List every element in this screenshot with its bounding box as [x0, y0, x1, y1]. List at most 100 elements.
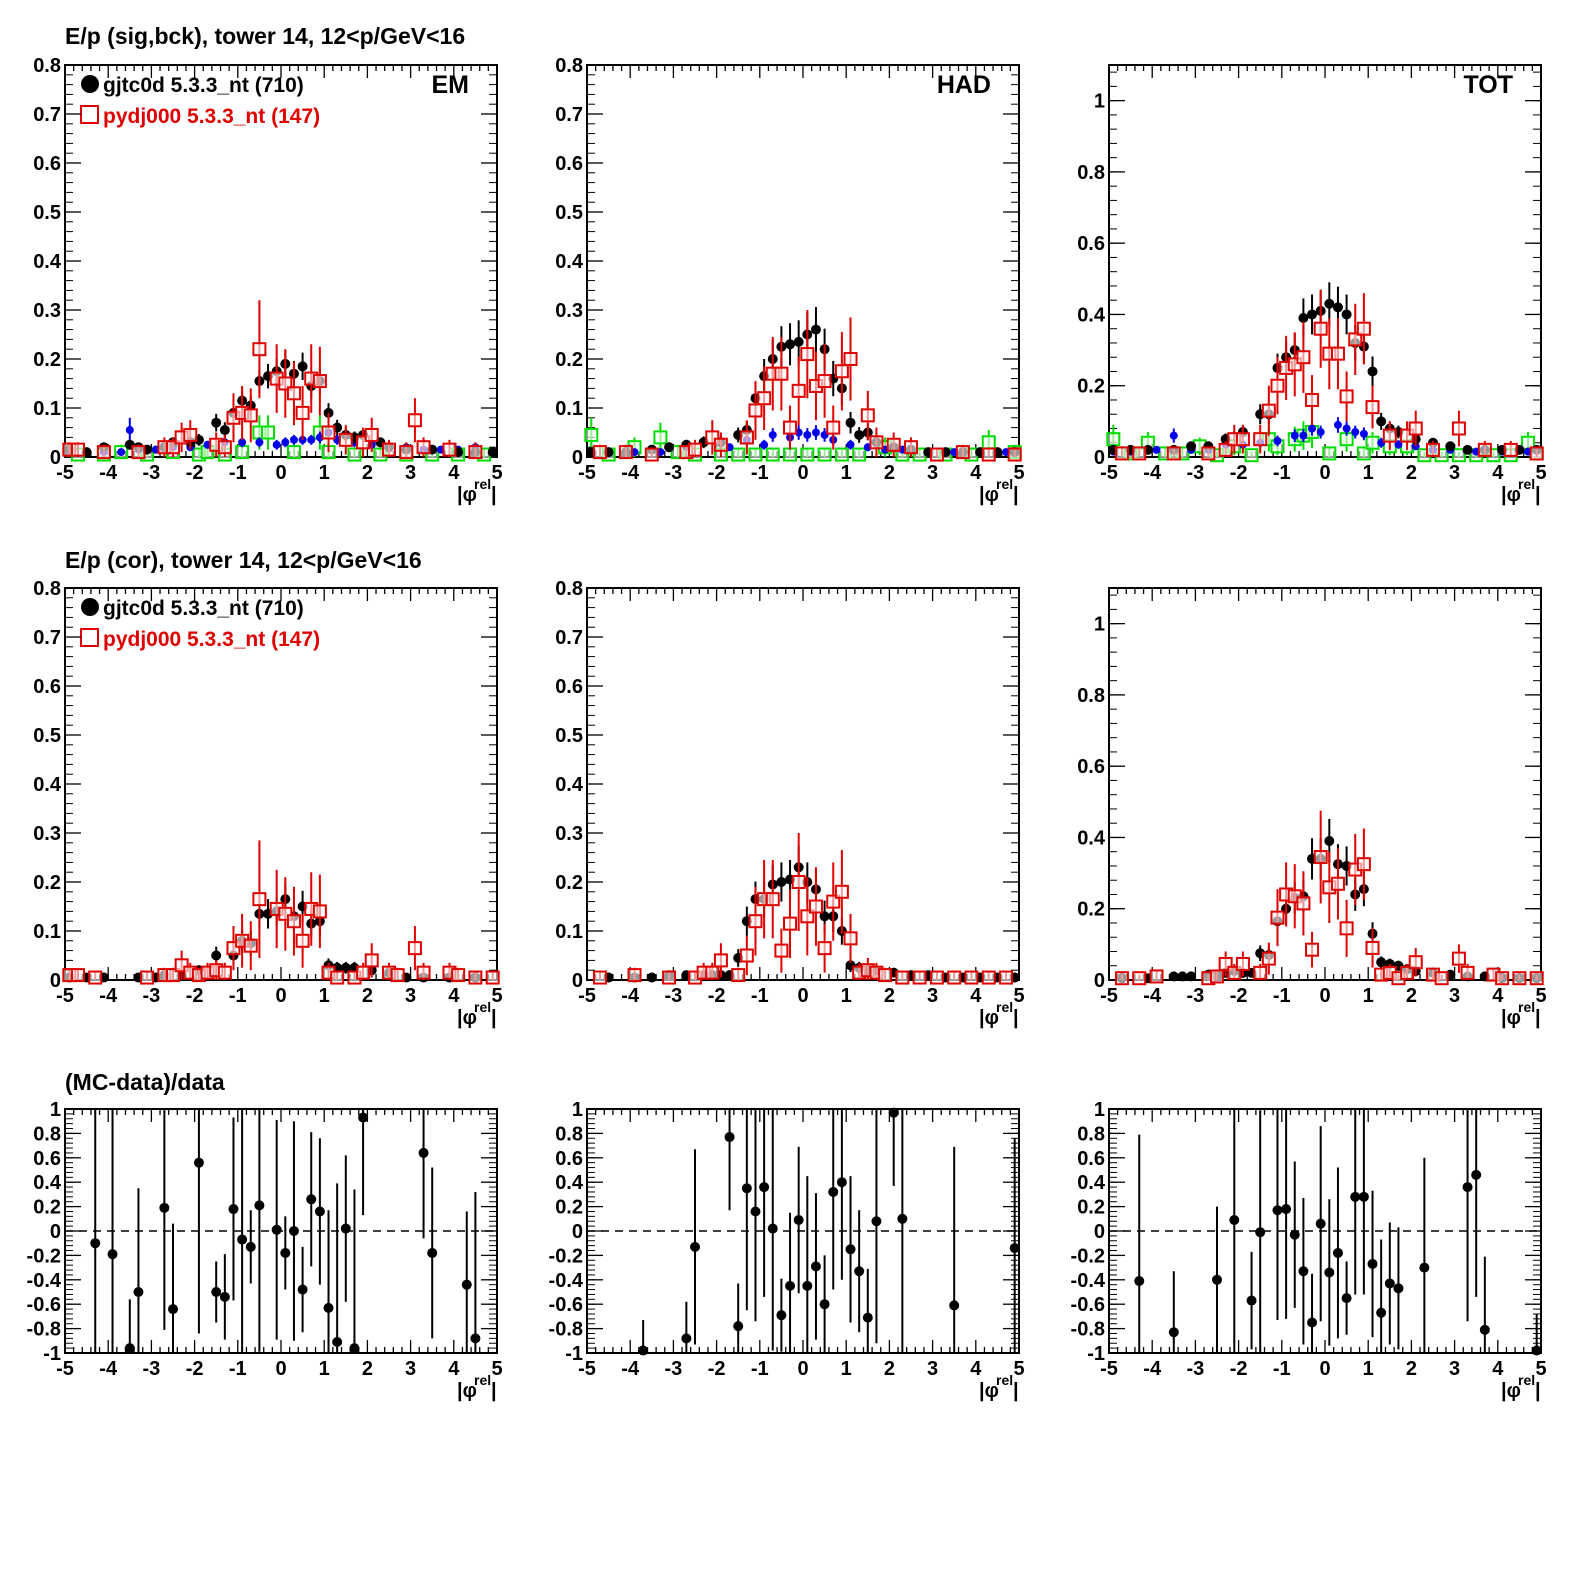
- mc-point: [981, 447, 996, 462]
- x-tick-label: 2: [362, 1358, 373, 1380]
- x-tick-label: 2: [1406, 985, 1417, 1007]
- x-tick-label: -1: [751, 985, 769, 1007]
- mc-point: [886, 437, 901, 452]
- data-point: [332, 1337, 343, 1348]
- data-point: [297, 1284, 308, 1295]
- x-tick-label: -1: [229, 985, 247, 1007]
- x-tick-label: 1: [1363, 1358, 1374, 1380]
- x-tick-label: 1: [841, 462, 852, 484]
- bck-mc-point: [286, 445, 301, 460]
- bck-data-point: [1351, 428, 1360, 437]
- mc-point: [416, 965, 431, 980]
- mc-point: [1114, 446, 1129, 461]
- mc-point: [338, 432, 353, 447]
- y-tick-label: 0.4: [33, 1172, 62, 1194]
- y-tick-label: 0.8: [555, 578, 583, 600]
- x-tick-label: 2: [362, 462, 373, 484]
- data-point: [690, 1241, 700, 1252]
- data-point: [810, 1261, 821, 1272]
- x-tick-label: -4: [99, 462, 118, 484]
- x-tick-label: 2: [362, 985, 373, 1007]
- x-tick-label: 3: [405, 1358, 416, 1380]
- x-tick-label: -4: [1143, 985, 1162, 1007]
- x-tick-label: -1: [1273, 1358, 1291, 1380]
- data-point: [306, 1194, 317, 1205]
- data-point: [1531, 1345, 1542, 1356]
- x-tick-label: 5: [491, 985, 502, 1007]
- bck-data-point: [1273, 436, 1282, 445]
- mc-point: [1261, 951, 1276, 966]
- mc-point: [783, 420, 798, 435]
- mc-point: [407, 941, 422, 956]
- data-point: [211, 417, 222, 428]
- data-point: [1168, 971, 1179, 982]
- mc-point: [774, 943, 789, 958]
- mc-point: [286, 914, 301, 929]
- mc-point: [131, 445, 146, 460]
- x-tick-label: -5: [578, 985, 596, 1007]
- y-tick-label: 0.3: [555, 300, 583, 322]
- x-tick-label: 0: [1319, 1358, 1330, 1380]
- x-tick-label: -1: [1273, 985, 1291, 1007]
- row-title-ratio: (MC-data)/data: [65, 1069, 225, 1095]
- y-tick-label: 0.2: [1077, 899, 1105, 921]
- data-point: [664, 442, 675, 453]
- data-point: [767, 1223, 778, 1234]
- y-tick-label: -0.4: [27, 1270, 62, 1292]
- mc-point: [286, 386, 301, 401]
- bck-data-point: [272, 440, 281, 449]
- x-tick-label: -3: [1187, 1358, 1205, 1380]
- x-tick-label: -2: [1230, 985, 1248, 1007]
- y-tick-label: 0.2: [555, 872, 583, 894]
- mc-point: [1356, 857, 1371, 872]
- data-point: [862, 1312, 873, 1323]
- legend-mc-label: pydj000 5.3.3_nt (147): [103, 628, 320, 651]
- mc-point: [468, 970, 483, 985]
- legend-data-label: gjtc0d 5.3.3_nt (710): [103, 74, 304, 97]
- x-tick-label: 4: [1492, 985, 1504, 1007]
- mc-point: [217, 965, 232, 980]
- mc-point: [1132, 446, 1147, 461]
- data-point: [1445, 441, 1456, 452]
- y-tick-label: 0.7: [33, 627, 61, 649]
- plot-frame: [586, 64, 1020, 458]
- x-tick-label: 5: [1013, 1358, 1024, 1380]
- mc-point: [1218, 442, 1233, 457]
- bck-mc-point: [817, 447, 832, 462]
- y-tick-label: 0.8: [1077, 1123, 1105, 1145]
- mc-point: [748, 914, 763, 929]
- x-tick-label: -2: [1230, 1358, 1248, 1380]
- mc-point: [312, 374, 327, 389]
- y-tick-label: -0.4: [1071, 1270, 1106, 1292]
- data-point: [1367, 1258, 1378, 1269]
- series-mc: [1114, 289, 1544, 461]
- bck-mc-point: [852, 447, 867, 462]
- mc-point: [356, 965, 371, 980]
- data-point: [1341, 1293, 1352, 1304]
- x-tick-label: -4: [99, 1358, 118, 1380]
- legend-mc-label: pydj000 5.3.3_nt (147): [103, 105, 320, 128]
- data-point: [1462, 444, 1473, 455]
- x-tick-label: 1: [841, 1358, 852, 1380]
- data-point: [1298, 313, 1309, 324]
- y-tick-label: 0.7: [33, 104, 61, 126]
- panel-label: HAD: [937, 71, 991, 99]
- mc-point: [96, 445, 111, 460]
- mc-point: [1365, 400, 1380, 415]
- x-tick-label: -5: [56, 985, 74, 1007]
- x-tick-label: -5: [56, 462, 74, 484]
- mc-point: [1235, 956, 1250, 971]
- x-tick-label: -2: [186, 462, 204, 484]
- series-mc: [62, 840, 500, 985]
- panel-label: TOT: [1463, 71, 1513, 99]
- y-tick-label: 0.8: [1077, 162, 1105, 184]
- y-tick-label: 0.6: [1077, 756, 1105, 778]
- bck-data-point: [1290, 431, 1299, 440]
- mc-point: [1305, 392, 1320, 407]
- x-tick-label: 0: [1319, 462, 1330, 484]
- y-tick-label: 0: [572, 1221, 583, 1243]
- bck-data-point: [1359, 429, 1368, 438]
- y-tick-label: -0.4: [549, 1270, 584, 1292]
- x-tick-label: -2: [708, 985, 726, 1007]
